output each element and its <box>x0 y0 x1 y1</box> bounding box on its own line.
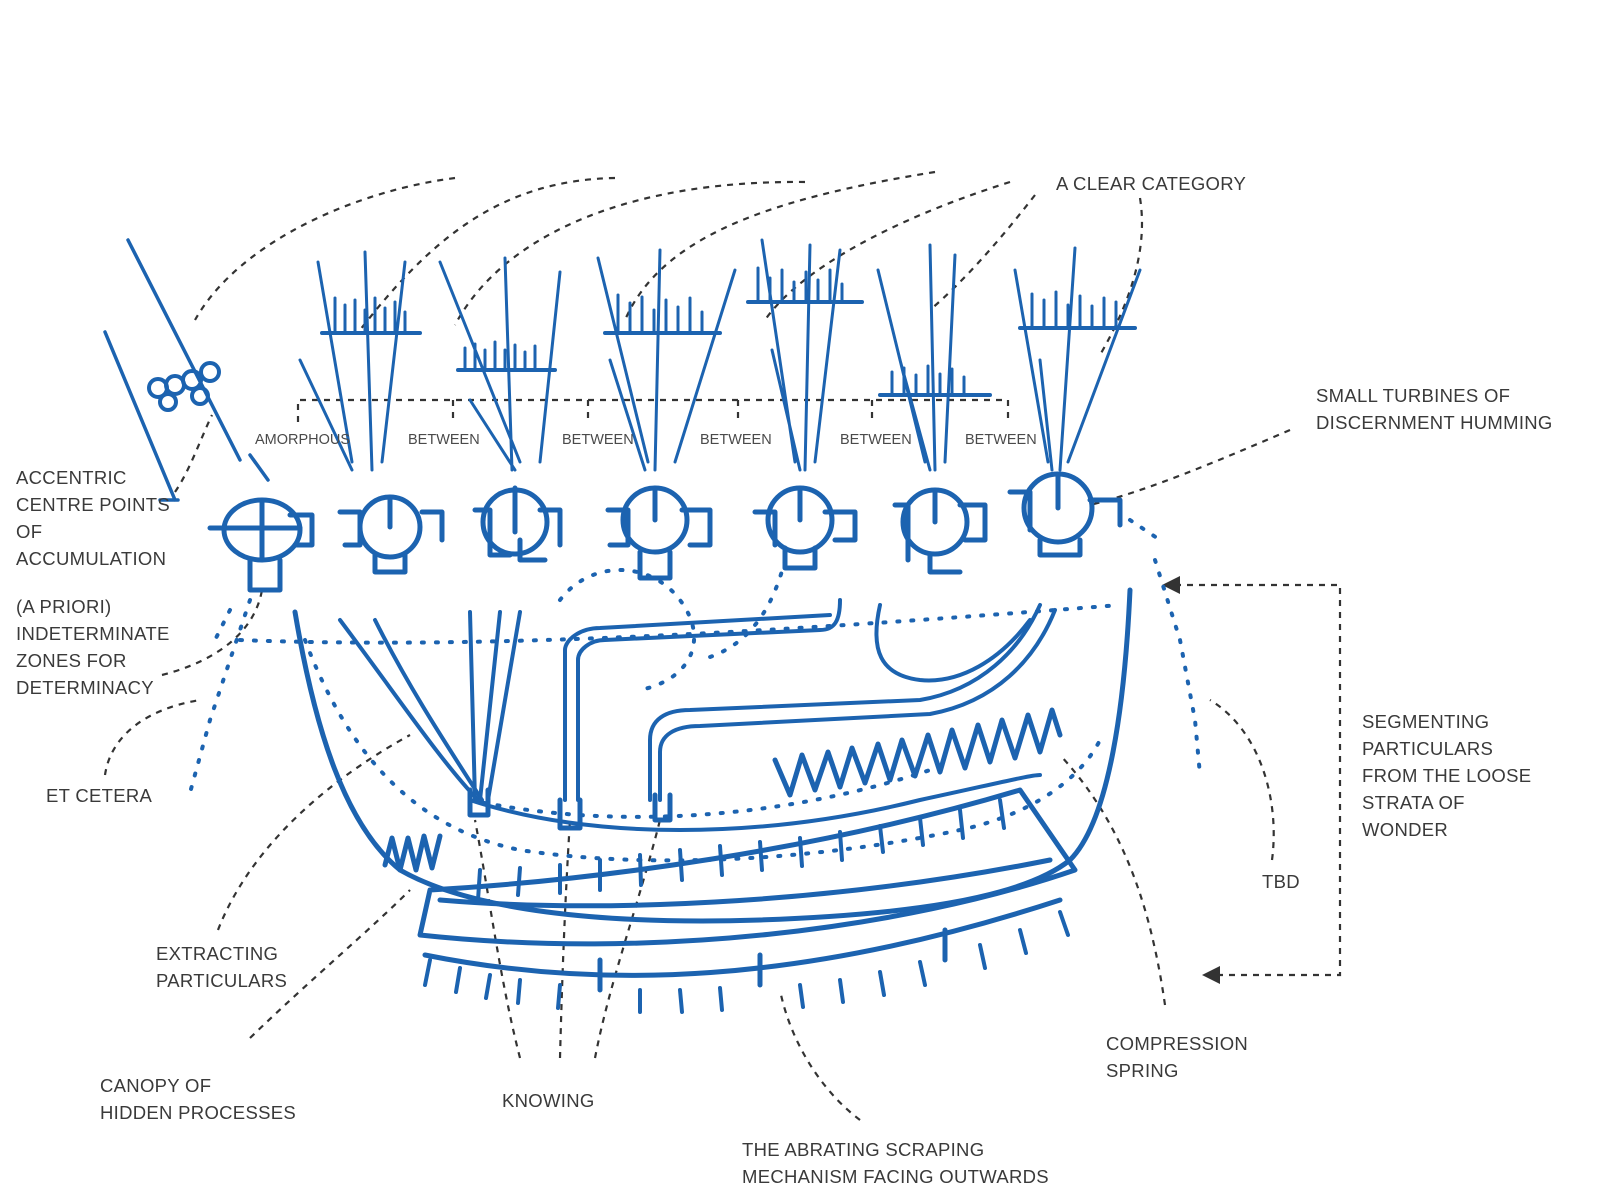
label-line: FROM THE LOOSE <box>1362 765 1532 786</box>
label-line: MECHANISM FACING OUTWARDS <box>742 1166 1049 1187</box>
scraping-mechanism <box>417 787 1078 1014</box>
label-line: STRATA OF <box>1362 792 1465 813</box>
label-compression-spring: COMPRESSION SPRING <box>1106 1030 1248 1084</box>
label-extracting-particulars: EXTRACTING PARTICULARS <box>156 940 287 994</box>
sketch-ink <box>103 238 1202 1014</box>
bracket-label-between: BETWEEN <box>840 432 912 448</box>
label-accentric-centre-points: ACCENTRIC CENTRE POINTS OF ACCUMULATION <box>16 464 170 572</box>
compression-spring <box>772 707 1063 798</box>
label-line: CANOPY OF <box>100 1075 212 1096</box>
bracket-label-between: BETWEEN <box>965 432 1037 448</box>
label-a-priori-zones: (A PRIORI) INDETERMINATE ZONES FOR DETER… <box>16 593 170 701</box>
bracket-label-between: BETWEEN <box>408 432 480 448</box>
label-line: DETERMINACY <box>16 677 154 698</box>
rotors <box>207 471 1123 593</box>
arrow-head-upper <box>1162 576 1180 594</box>
label-line: HIDDEN PROCESSES <box>100 1102 297 1123</box>
small-spring <box>382 833 443 873</box>
label-line: ZONES FOR <box>16 650 127 671</box>
label-line: INDETERMINATE <box>16 623 170 644</box>
label-line: PARTICULARS <box>1362 738 1494 759</box>
label-line: THE ABRATING SCRAPING <box>742 1139 985 1160</box>
label-line: SMALL TURBINES OF <box>1316 385 1511 406</box>
label-knowing: KNOWING <box>502 1090 595 1111</box>
label-line: DISCERNMENT HUMMING <box>1316 412 1553 433</box>
label-abrating-scraping: THE ABRATING SCRAPING MECHANISM FACING O… <box>742 1136 1049 1190</box>
bracket-label-between: BETWEEN <box>700 432 772 448</box>
label-line: OF <box>16 521 43 542</box>
arrow-head-lower <box>1202 966 1220 984</box>
bracket-label-between: BETWEEN <box>562 432 634 448</box>
label-line: SEGMENTING <box>1362 711 1490 732</box>
label-line: CENTRE POINTS <box>16 494 170 515</box>
label-line: SPRING <box>1106 1060 1179 1081</box>
label-line: ACCUMULATION <box>16 548 167 569</box>
bracket-label-amorphous: AMORPHOUS <box>255 432 351 448</box>
label-line: ACCENTRIC <box>16 467 127 488</box>
label-tbd: TBD <box>1262 871 1300 892</box>
loose-strands <box>186 518 1202 802</box>
label-small-turbines: SMALL TURBINES OF DISCERNMENT HUMMING <box>1316 382 1553 436</box>
label-line: EXTRACTING <box>156 943 279 964</box>
label-line: (A PRIORI) <box>16 596 112 617</box>
label-et-cetera: ET CETERA <box>46 785 153 806</box>
label-line: COMPRESSION <box>1106 1033 1249 1054</box>
combs <box>320 266 1137 397</box>
label-canopy-hidden-processes: CANOPY OF HIDDEN PROCESSES <box>100 1072 296 1126</box>
accumulation-cluster <box>147 361 221 412</box>
hull <box>238 558 1133 924</box>
tubes <box>338 598 1057 831</box>
label-line: PARTICULARS <box>156 970 288 991</box>
label-line: WONDER <box>1362 819 1449 840</box>
label-a-clear-category: A CLEAR CATEGORY <box>1056 173 1247 194</box>
label-segmenting-particulars: SEGMENTING PARTICULARS FROM THE LOOSE ST… <box>1362 708 1531 843</box>
stalks <box>298 238 1142 472</box>
